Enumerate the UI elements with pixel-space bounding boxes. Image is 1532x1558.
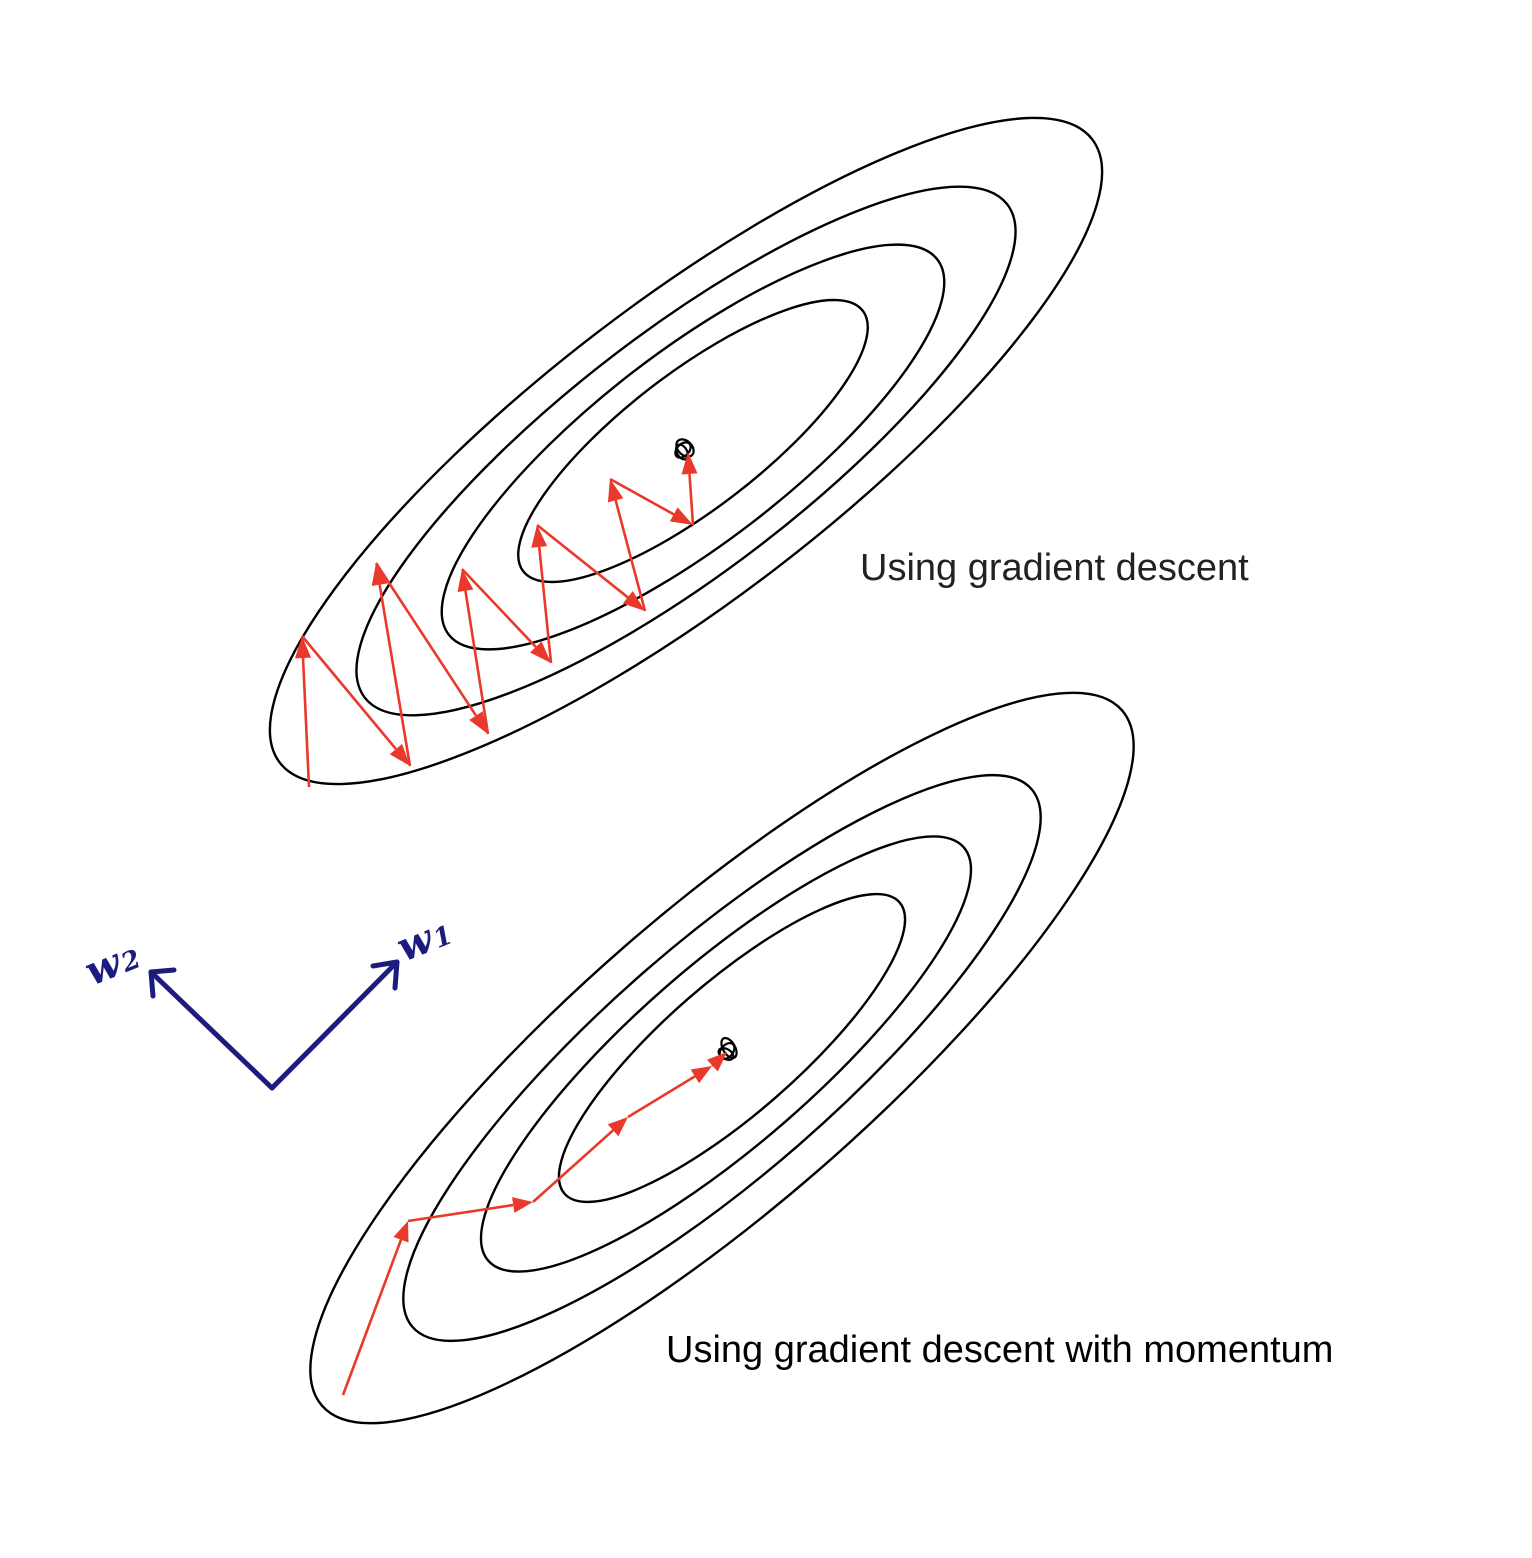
momentum-step-4-arrowhead <box>690 1066 712 1084</box>
gd-step-3-arrowhead <box>371 563 388 587</box>
momentum-caption: Using gradient descent with momentum <box>666 1329 1333 1371</box>
gd-step-8 <box>536 523 629 599</box>
gd-step-9-arrowhead <box>607 479 624 503</box>
momentum-step-5-arrowhead <box>706 1052 727 1072</box>
gd-minimum-scribble-2 <box>675 438 695 458</box>
gd-step-4-arrowhead <box>469 711 488 734</box>
momentum-contours <box>309 691 1135 1425</box>
gd-step-5 <box>464 590 490 735</box>
gd-step-6-arrowhead <box>530 641 551 663</box>
momentum-contour-3 <box>479 835 973 1273</box>
gd-step-8-arrowhead <box>622 591 645 611</box>
w2-axis-line <box>148 969 275 1091</box>
momentum-step-1 <box>341 1239 403 1396</box>
gd-contour-2 <box>355 185 1017 717</box>
momentum-step-3 <box>532 1129 614 1203</box>
gd-step-4 <box>374 562 478 717</box>
w1-axis-arrowhead <box>370 959 400 991</box>
weight-axes: w1 w2 <box>78 907 458 1091</box>
w2-axis-arrowhead <box>148 967 177 999</box>
gd-step-10 <box>609 477 675 516</box>
momentum-contour-1 <box>309 691 1135 1425</box>
w2-letter: w <box>78 938 129 995</box>
gradient-descent-plot: Using gradient descent <box>268 116 1249 788</box>
gd-step-7 <box>537 546 553 664</box>
gd-caption: Using gradient descent <box>860 547 1249 589</box>
gd-step-2-arrowhead <box>389 743 410 766</box>
gd-minimum-scribble-3 <box>675 443 689 461</box>
gd-step-6 <box>461 568 537 648</box>
gd-contour-4 <box>517 298 869 584</box>
gd-step-3 <box>378 584 412 767</box>
momentum-contour-2 <box>402 773 1042 1343</box>
gd-step-7-arrowhead <box>531 525 548 548</box>
momentum-step-2-arrowhead <box>512 1197 533 1213</box>
gd-path <box>295 452 698 788</box>
w1-axis-line <box>269 959 400 1091</box>
gd-minimum <box>674 438 695 461</box>
gd-step-5-arrowhead <box>457 569 474 592</box>
momentum-step-2 <box>407 1203 514 1223</box>
momentum-step-4 <box>627 1075 696 1119</box>
gd-contour-3 <box>440 243 946 651</box>
gd-step-10-arrowhead <box>669 507 693 525</box>
w1-label: w1 <box>390 907 458 971</box>
momentum-step-3-arrowhead <box>607 1117 628 1137</box>
momentum-plot: Using gradient descent with momentum <box>309 691 1333 1425</box>
gd-contours <box>268 116 1104 786</box>
gd-step-2 <box>301 635 397 750</box>
gd-contour-1 <box>268 116 1104 786</box>
gd-step-9 <box>614 499 647 612</box>
gd-step-11-arrowhead <box>681 452 698 475</box>
gd-step-1-arrowhead <box>295 636 312 659</box>
w2-label: w2 <box>78 931 146 995</box>
gd-step-1 <box>301 657 311 788</box>
momentum-step-1-arrowhead <box>393 1221 409 1243</box>
momentum-minimum-scribble-2 <box>720 1036 738 1060</box>
momentum-contour-4 <box>557 892 907 1204</box>
gd-step-11 <box>688 473 695 526</box>
momentum-path <box>341 1052 727 1396</box>
